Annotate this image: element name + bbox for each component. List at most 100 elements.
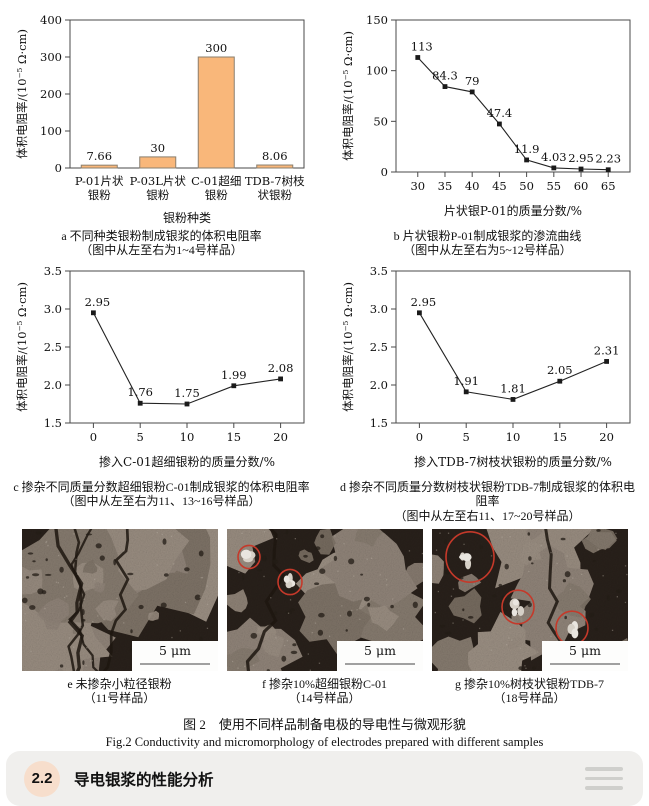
line-chart-percolation-curve: 0 50 100 150 体积电阻率/(10⁻⁵ Ω·cm) 30 35 40 45 50 55 60…: [341, 13, 630, 218]
svg-text:2.0: 2.0: [43, 378, 61, 392]
svg-text:1.75: 1.75: [174, 386, 200, 400]
chart-row-2: 1.5 2.0 2.5 3.0 3.5 体积电阻率/(10⁻⁵ Ω·cm) 0 5 10 15 20…: [0, 257, 649, 522]
chart-panel-b: 0 50 100 150 体积电阻率/(10⁻⁵ Ω·cm) 30 35 40 45 50 55 60…: [338, 6, 638, 257]
svg-text:20: 20: [599, 430, 614, 444]
svg-text:0: 0: [54, 161, 61, 175]
svg-text:10: 10: [179, 430, 194, 444]
section-header-bar[interactable]: 2.2 导电银浆的性能分析: [6, 751, 643, 806]
svg-text:TDB-7树枝: TDB-7树枝: [244, 174, 304, 188]
svg-text:15: 15: [226, 430, 241, 444]
svg-text:300: 300: [205, 41, 227, 55]
chart-panel-c: 1.5 2.0 2.5 3.0 3.5 体积电阻率/(10⁻⁵ Ω·cm) 0 5 10 15 20…: [12, 257, 312, 522]
svg-text:2.31: 2.31: [593, 344, 619, 358]
caption-line: （图中从左至右为11、13~16号样品）: [62, 494, 261, 509]
chart-caption-a: a 不同种类银粉制成银浆的体积电阻率 （图中从左至右为1~4号样品）: [61, 229, 261, 257]
figure-2: 0 100 200 300 400 体积电阻率/(10⁻⁵ Ω·cm) 7.66 P-01片状…: [0, 6, 649, 749]
svg-text:2.95: 2.95: [410, 295, 436, 309]
svg-text:3.5: 3.5: [43, 264, 61, 278]
svg-text:65: 65: [600, 179, 615, 193]
svg-text:79: 79: [464, 74, 479, 88]
svg-text:5: 5: [462, 430, 469, 444]
svg-text:1.5: 1.5: [43, 416, 61, 430]
svg-text:4.03: 4.03: [541, 150, 567, 164]
svg-text:片状银P-01的质量分数/%: 片状银P-01的质量分数/%: [443, 203, 581, 218]
svg-text:体积电阻率/(10⁻⁵ Ω·cm): 体积电阻率/(10⁻⁵ Ω·cm): [341, 282, 355, 412]
svg-text:体积电阻率/(10⁻⁵ Ω·cm): 体积电阻率/(10⁻⁵ Ω·cm): [15, 29, 29, 159]
svg-text:84.3: 84.3: [432, 69, 458, 83]
svg-text:3.5: 3.5: [369, 264, 387, 278]
svg-text:300: 300: [40, 50, 62, 64]
svg-text:1.5: 1.5: [369, 416, 387, 430]
svg-text:1.81: 1.81: [500, 382, 526, 396]
sem-caption-g: g 掺杂10%树枝状银粉TDB-7 （18号样品）: [455, 677, 604, 706]
line-chart-dendritic-silver-doping: 1.5 2.0 2.5 3.0 3.5 体积电阻率/(10⁻⁵ Ω·cm) 0 5 10 15 20…: [341, 264, 630, 469]
svg-text:银粉: 银粉: [146, 188, 169, 202]
svg-text:15: 15: [552, 430, 567, 444]
svg-text:2.95: 2.95: [84, 295, 110, 309]
svg-text:113: 113: [410, 39, 432, 53]
svg-text:5: 5: [136, 430, 143, 444]
sem-image-dendritic-doped: 5 μm: [431, 528, 628, 671]
svg-text:2.0: 2.0: [369, 378, 387, 392]
svg-text:11.9: 11.9: [513, 142, 539, 156]
svg-text:40: 40: [464, 179, 479, 193]
svg-text:2.5: 2.5: [369, 340, 387, 354]
sem-image-undoped: 5 μm: [21, 528, 218, 671]
svg-text:35: 35: [437, 179, 452, 193]
chart-caption-c: c 掺杂不同质量分数超细银粉C-01制成银浆的体积电阻率 （图中从左至右为11、…: [13, 480, 309, 508]
svg-text:银粉: 银粉: [87, 188, 110, 202]
svg-text:2.05: 2.05: [546, 364, 572, 378]
svg-text:2.95: 2.95: [568, 151, 594, 165]
figure-caption-en: Fig.2 Conductivity and micromorphology o…: [105, 734, 544, 749]
menu-line: [585, 767, 623, 771]
caption-line: e 未掺杂小粒径银粉: [67, 676, 172, 691]
svg-text:47.4: 47.4: [486, 106, 512, 120]
svg-text:掺入TDB-7树枝状银粉的质量分数/%: 掺入TDB-7树枝状银粉的质量分数/%: [414, 454, 612, 469]
sem-caption-e: e 未掺杂小粒径银粉 （11号样品）: [67, 677, 171, 706]
svg-text:2.08: 2.08: [267, 361, 293, 375]
svg-text:掺入C-01超细银粉的质量分数/%: 掺入C-01超细银粉的质量分数/%: [99, 454, 275, 469]
svg-text:55: 55: [546, 179, 561, 193]
svg-text:200: 200: [40, 87, 62, 101]
svg-text:400: 400: [40, 13, 62, 27]
svg-text:50: 50: [373, 114, 388, 128]
svg-text:150: 150: [366, 13, 388, 27]
svg-text:C-01超细: C-01超细: [191, 174, 241, 188]
chart-caption-d: d 掺杂不同质量分数树枝状银粉TDB-7制成银浆的体积电阻率 （图中从左至右11…: [338, 480, 638, 522]
section-title: 导电银浆的性能分析: [74, 771, 214, 789]
svg-text:20: 20: [273, 430, 288, 444]
caption-line: （18号样品）: [493, 691, 566, 706]
sem-caption-f: f 掺杂10%超细银粉C-01 （14号样品）: [262, 677, 387, 706]
svg-text:100: 100: [40, 124, 62, 138]
caption-line: b 片状银粉P-01制成银浆的渗流曲线: [393, 229, 582, 243]
caption-line: a 不同种类银粉制成银浆的体积电阻率: [61, 229, 262, 243]
caption-line: f 掺杂10%超细银粉C-01: [262, 676, 387, 691]
sem-image-row: 5 μm e 未掺杂小粒径银粉 （11号样品） 5 μm f 掺杂10%超细银粉…: [0, 528, 649, 706]
svg-text:30: 30: [150, 141, 165, 155]
caption-line: （图中从左至右为5~12号样品）: [403, 243, 572, 258]
sem-panel-e: 5 μm e 未掺杂小粒径银粉 （11号样品）: [21, 528, 218, 706]
svg-text:体积电阻率/(10⁻⁵ Ω·cm): 体积电阻率/(10⁻⁵ Ω·cm): [341, 31, 355, 161]
svg-text:3.0: 3.0: [369, 302, 387, 316]
caption-line: （11号样品）: [83, 691, 156, 706]
svg-text:30: 30: [410, 179, 425, 193]
svg-text:3.0: 3.0: [43, 302, 61, 316]
svg-text:1.91: 1.91: [453, 374, 479, 388]
sem-image-ultrafine-doped: 5 μm: [226, 528, 423, 671]
svg-text:体积电阻率/(10⁻⁵ Ω·cm): 体积电阻率/(10⁻⁵ Ω·cm): [15, 282, 29, 412]
svg-text:状银粉: 状银粉: [257, 188, 292, 202]
caption-line: （14号样品）: [288, 691, 361, 706]
caption-line: c 掺杂不同质量分数超细银粉C-01制成银浆的体积电阻率: [13, 480, 310, 495]
svg-text:5 μm: 5 μm: [569, 643, 601, 658]
svg-text:2.5: 2.5: [43, 340, 61, 354]
svg-text:45: 45: [492, 179, 507, 193]
caption-line: （图中从左至右11、17~20号样品）: [394, 508, 581, 523]
svg-text:8.06: 8.06: [261, 149, 287, 163]
section-number-badge: 2.2: [24, 760, 60, 797]
menu-icon[interactable]: [585, 767, 623, 790]
menu-line: [585, 776, 623, 781]
svg-text:10: 10: [505, 430, 520, 444]
svg-text:0: 0: [415, 430, 422, 444]
chart-row-1: 0 100 200 300 400 体积电阻率/(10⁻⁵ Ω·cm) 7.66 P-01片状…: [0, 6, 649, 257]
